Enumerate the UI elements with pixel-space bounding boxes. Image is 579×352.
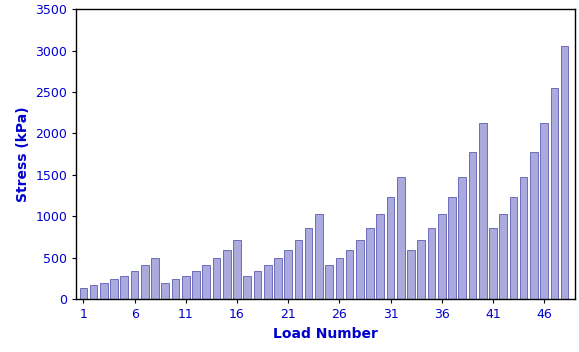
Bar bbox=[356, 240, 364, 299]
Bar bbox=[428, 228, 435, 299]
Bar bbox=[459, 177, 466, 299]
Bar bbox=[417, 240, 425, 299]
Bar bbox=[335, 258, 343, 299]
Bar bbox=[448, 197, 456, 299]
Bar bbox=[376, 214, 384, 299]
Bar bbox=[254, 271, 261, 299]
Bar bbox=[305, 228, 313, 299]
Bar bbox=[346, 250, 353, 299]
Bar bbox=[182, 276, 189, 299]
X-axis label: Load Number: Load Number bbox=[273, 327, 378, 341]
Bar bbox=[438, 214, 446, 299]
Bar bbox=[315, 214, 323, 299]
Bar bbox=[203, 265, 210, 299]
Bar bbox=[233, 240, 241, 299]
Bar bbox=[295, 240, 302, 299]
Bar bbox=[510, 197, 517, 299]
Y-axis label: Stress (kPa): Stress (kPa) bbox=[16, 106, 30, 202]
Bar bbox=[367, 228, 374, 299]
Bar bbox=[387, 197, 394, 299]
Bar bbox=[243, 276, 251, 299]
Bar bbox=[407, 250, 415, 299]
Bar bbox=[468, 152, 477, 299]
Bar bbox=[110, 279, 118, 299]
Bar bbox=[284, 250, 292, 299]
Bar bbox=[397, 177, 405, 299]
Bar bbox=[120, 276, 128, 299]
Bar bbox=[131, 271, 138, 299]
Bar bbox=[479, 123, 486, 299]
Bar bbox=[172, 279, 179, 299]
Bar bbox=[212, 258, 221, 299]
Bar bbox=[79, 288, 87, 299]
Bar bbox=[274, 258, 282, 299]
Bar bbox=[141, 265, 149, 299]
Bar bbox=[530, 152, 538, 299]
Bar bbox=[551, 88, 558, 299]
Bar bbox=[162, 283, 169, 299]
Bar bbox=[192, 271, 200, 299]
Bar bbox=[489, 228, 497, 299]
Bar bbox=[264, 265, 272, 299]
Bar bbox=[223, 250, 230, 299]
Bar bbox=[499, 214, 507, 299]
Bar bbox=[100, 283, 108, 299]
Bar bbox=[520, 177, 527, 299]
Bar bbox=[540, 123, 548, 299]
Bar bbox=[560, 46, 569, 299]
Bar bbox=[151, 258, 159, 299]
Bar bbox=[90, 285, 97, 299]
Bar bbox=[325, 265, 333, 299]
